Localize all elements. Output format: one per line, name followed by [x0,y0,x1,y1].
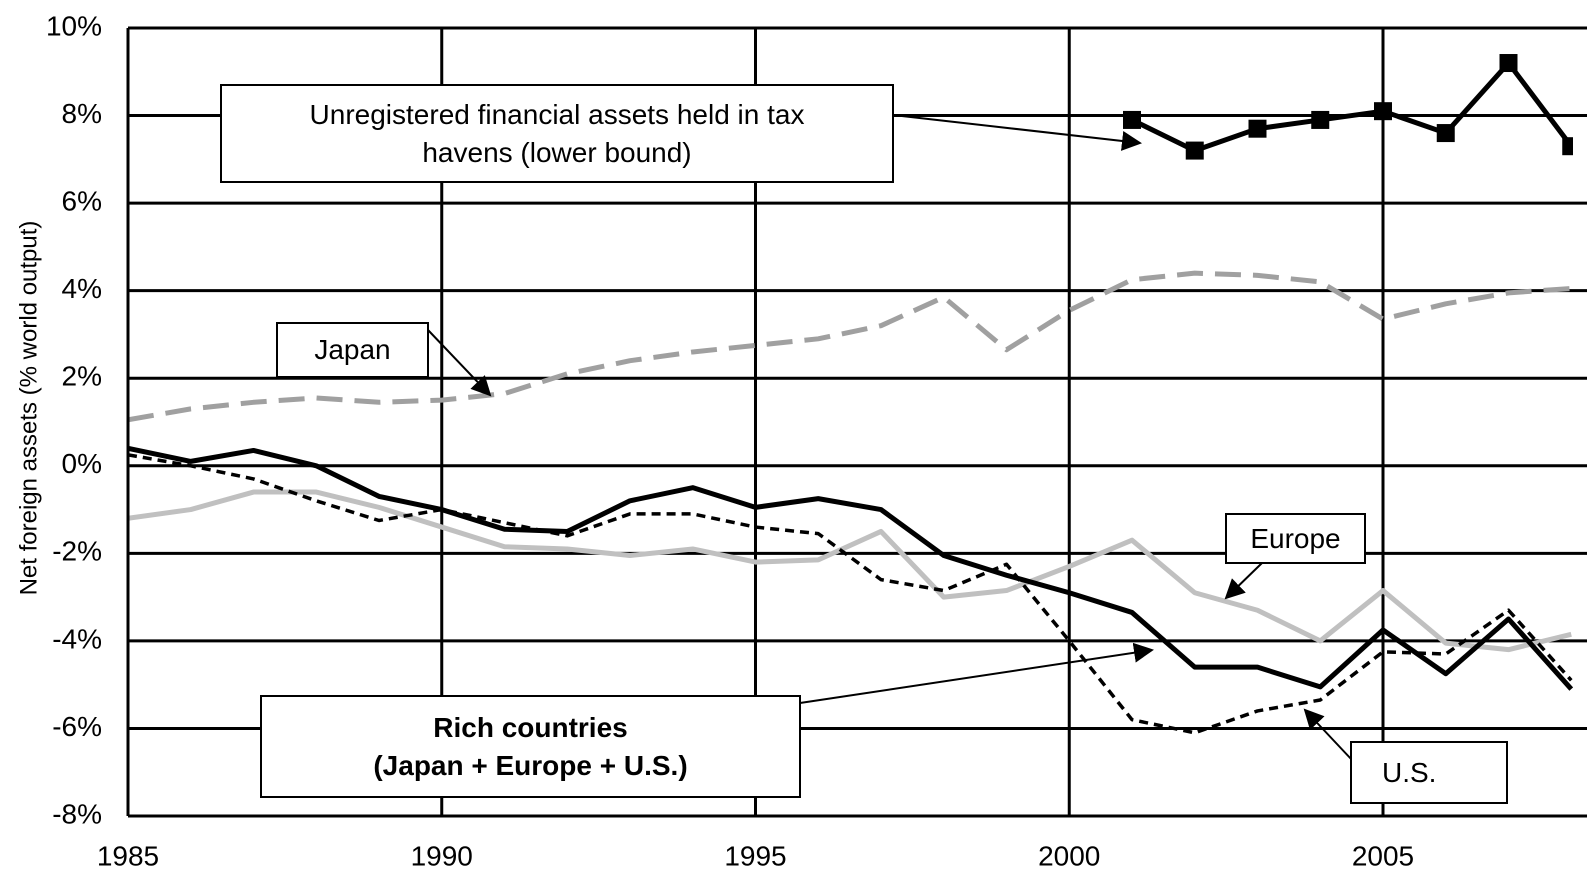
series-layer [128,54,1573,735]
y-tick-label: 0% [62,448,102,479]
arrow [892,114,1142,151]
series-line [128,445,1573,691]
point-marker [1311,110,1330,129]
point-marker [1374,102,1392,121]
point-marker [1248,119,1267,138]
y-axis-label: Net foreign assets (% world output) [15,221,42,596]
annotation-box: Europe [1225,513,1366,564]
arrow [1303,708,1353,761]
point-marker [1123,110,1141,129]
series-line [128,453,1573,735]
y-tick-label: -2% [52,536,102,567]
annotation-box: U.S. [1350,741,1508,804]
series-line [128,489,1572,653]
annotation-box: Japan [276,322,429,378]
y-tick-label: -8% [52,798,102,829]
y-tick-label: 8% [62,98,102,129]
annotation-box: Unregistered financial assets held in ta… [220,84,894,183]
series-line [1130,60,1573,154]
point-marker [1436,124,1455,143]
arrows [427,114,1353,761]
y-tick-label: 10% [46,10,102,41]
annotation-box: Rich countries (Japan + Europe + U.S.) [260,695,801,798]
y-tick-label: 4% [62,273,102,304]
y-tick-label: -6% [52,711,102,742]
y-tick-label: 2% [62,361,102,392]
y-tick-label: 6% [62,186,102,217]
arrow [1224,562,1263,600]
x-tick-label: 1995 [724,840,786,871]
arrow [799,642,1154,704]
y-tick-label: -4% [52,623,102,654]
point-marker [1499,54,1518,73]
arrow [427,329,492,397]
x-tick-label: 2005 [1352,840,1414,871]
point-marker [1562,137,1573,156]
series-line [128,270,1572,423]
x-tick-label: 1985 [97,840,159,871]
point-marker [1185,141,1204,160]
x-tick-label: 2000 [1038,840,1100,871]
x-tick-label: 1990 [411,840,473,871]
